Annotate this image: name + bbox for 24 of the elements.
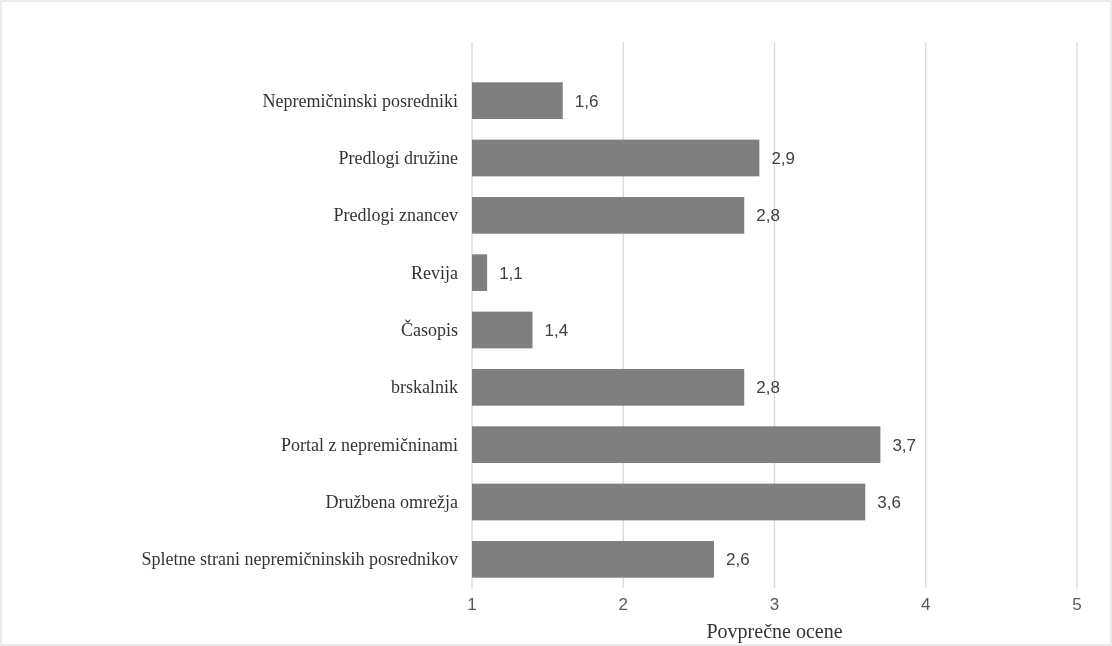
y-tick-label: Predlogi družine (338, 148, 458, 168)
y-tick-label: Spletne strani nepremičninskih posrednikov (141, 549, 458, 570)
x-tick-label: 2 (618, 595, 628, 614)
data-label: 2,9 (771, 149, 796, 168)
y-tick-label: Revija (411, 262, 458, 283)
y-tick-label: Družbena omrežja (325, 492, 458, 512)
y-tick-label: Predlogi znancev (333, 205, 458, 226)
x-tick-label: 1 (467, 595, 477, 614)
y-tick-label: Časopis (400, 319, 458, 340)
data-label: 2,8 (756, 378, 780, 398)
y-tick-label: brskalnik (391, 377, 458, 398)
data-label: 1,6 (574, 91, 599, 111)
data-label: 3,7 (892, 435, 917, 455)
y-tick-label: Portal z nepremičninami (281, 434, 458, 455)
data-label: 3,6 (877, 493, 901, 512)
x-tick-label: 3 (769, 595, 780, 614)
x-axis-title: Povprečne ocene (706, 620, 843, 643)
x-tick-label: 4 (921, 595, 931, 614)
x-tick-label: 5 (1072, 595, 1082, 614)
data-label: 1,1 (499, 263, 523, 283)
data-label: 2,8 (756, 206, 780, 226)
data-label: 1,4 (544, 321, 569, 340)
data-label: 2,6 (726, 550, 750, 570)
y-tick-label: Nepremičninski posredniki (262, 90, 458, 111)
